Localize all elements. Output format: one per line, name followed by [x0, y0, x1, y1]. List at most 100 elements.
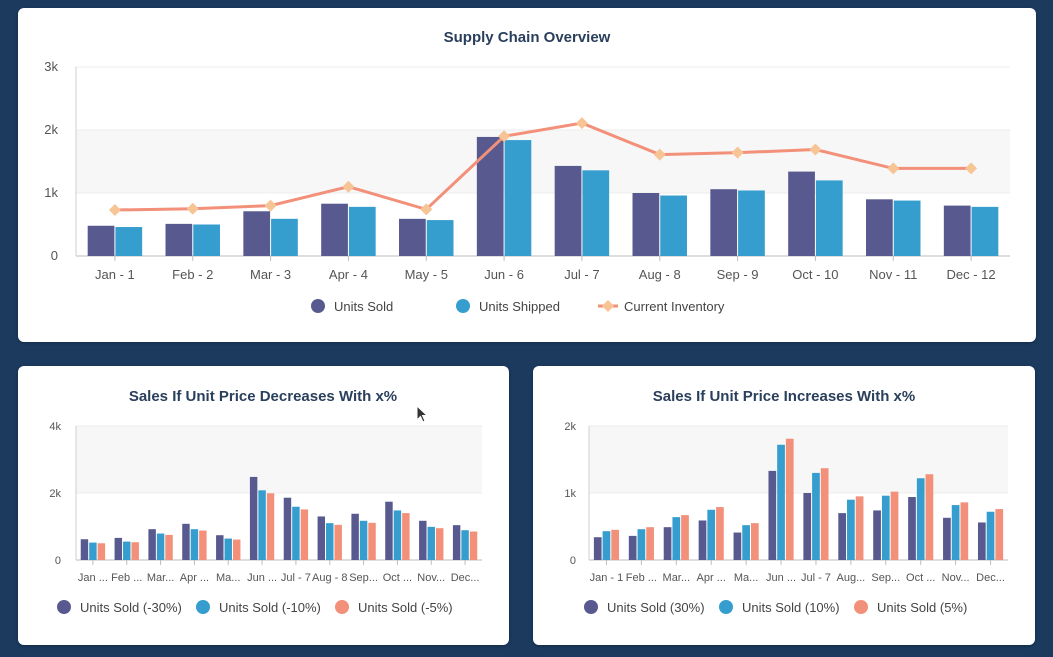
line-point: [653, 148, 666, 161]
bar-units-sold-30-: [148, 529, 156, 560]
bar-units-sold-10-: [156, 533, 165, 560]
bar-units-sold-10-: [881, 495, 890, 560]
y-tick-label: 1k: [44, 185, 58, 200]
sales-decrease-chart: Sales If Unit Price Decreases With x% 0 2k…: [49, 388, 482, 615]
bar-units-sold-30-: [977, 522, 986, 560]
line-point: [342, 180, 355, 193]
plot-band: [589, 426, 1008, 493]
bar-units-shipped: [660, 195, 687, 256]
x-tick-label: Apr ...: [180, 572, 209, 584]
bar-units-sold-30-: [249, 476, 258, 560]
x-tick-label: Sep...: [349, 572, 378, 584]
x-tick-label: Oct - 10: [792, 267, 838, 282]
bar-units-sold-10-: [89, 542, 97, 560]
x-tick-label: May - 5: [405, 267, 448, 282]
line-point: [420, 203, 433, 216]
legend-diamond-icon: [602, 300, 614, 312]
bar-units-shipped: [115, 227, 143, 256]
line-point: [186, 202, 199, 215]
line-point: [809, 143, 822, 156]
bar-units-sold-5-: [855, 496, 864, 560]
x-tick-label: Apr - 4: [329, 267, 368, 282]
legend-circle-icon: [57, 600, 71, 614]
legend-circle-icon: [311, 299, 325, 313]
bar-units-shipped: [271, 218, 298, 256]
legend-circle-icon: [196, 600, 210, 614]
x-tick-label: Aug - 8: [639, 267, 681, 282]
bar-units-sold-30-: [733, 532, 742, 560]
bar-units-shipped: [582, 170, 610, 256]
legend-circle-icon: [456, 299, 470, 313]
bar-units-sold-5-: [785, 438, 794, 560]
bar-units-sold-5-: [435, 528, 444, 560]
bar-units-shipped: [893, 200, 921, 256]
bar-units-sold-10-: [190, 529, 199, 560]
line-point: [264, 199, 277, 212]
x-tick-label: Jan - 1: [95, 267, 135, 282]
bar-units-sold: [399, 218, 426, 256]
bar-units-shipped: [426, 220, 454, 256]
x-tick-label: Nov...: [417, 572, 445, 584]
bar-units-sold-5-: [890, 491, 899, 560]
bar-units-sold-30-: [317, 516, 326, 560]
legend-circle-icon: [719, 600, 733, 614]
plot-band: [76, 67, 1010, 130]
supply-chain-overview-chart: Supply Chain Overview 0 1k 2k 3k Jan - 1 Feb -…: [44, 29, 1010, 314]
x-tick-label: Dec...: [976, 572, 1005, 584]
legend-label: Units Sold (-30%): [80, 600, 182, 615]
x-tick-label: Feb ...: [111, 572, 142, 584]
bar-units-shipped: [193, 224, 220, 256]
legend-circle-icon: [335, 600, 349, 614]
bar-units-sold: [943, 205, 971, 256]
bar-units-sold-5-: [402, 513, 410, 560]
bar-units-sold-10-: [393, 510, 402, 560]
x-tick-label: Jun ...: [766, 572, 796, 584]
bar-units-sold-10-: [847, 499, 855, 560]
bar-units-sold-30-: [628, 535, 637, 560]
bar-units-sold-5-: [646, 527, 654, 560]
x-tick-label: Ma...: [734, 572, 758, 584]
chart-title: Supply Chain Overview: [444, 29, 611, 46]
bar-units-sold-30-: [385, 501, 393, 560]
bar-units-sold: [476, 136, 504, 256]
x-tick-label: Oct ...: [906, 572, 935, 584]
legend-label: Units Shipped: [479, 299, 560, 314]
bar-units-sold: [243, 211, 271, 256]
bar-units-sold-5-: [925, 474, 934, 560]
legend-label: Units Sold: [334, 299, 393, 314]
bar-units-sold-30-: [593, 537, 602, 560]
x-tick-label: Dec - 12: [947, 267, 996, 282]
bar-units-sold-10-: [224, 538, 232, 560]
bar-units-sold-30-: [873, 510, 881, 560]
bar-units-sold-5-: [300, 509, 309, 560]
bar-units-sold: [321, 203, 348, 256]
bar-units-sold-30-: [803, 493, 812, 560]
supply-chain-overview-card: Supply Chain Overview 0 1k 2k 3k Jan - 1 Feb -…: [18, 8, 1036, 342]
x-tick-label: Ma...: [216, 572, 240, 584]
line-point: [575, 117, 588, 130]
bar-units-sold-30-: [419, 520, 427, 560]
x-tick-label: Feb - 2: [172, 267, 213, 282]
x-tick-label: Nov...: [942, 572, 970, 584]
line-point: [887, 162, 900, 175]
x-tick-label: Jul - 7: [801, 572, 831, 584]
bar-units-sold-30-: [182, 523, 190, 560]
bar-units-sold-10-: [292, 506, 300, 560]
x-tick-label: Jul - 7: [281, 572, 311, 584]
bar-units-sold-5-: [995, 509, 1004, 560]
x-tick-label: Mar - 3: [250, 267, 291, 282]
line-point: [731, 146, 744, 159]
bar-units-sold-10-: [777, 444, 785, 560]
bar-units-sold-5-: [611, 529, 620, 560]
bar-units-sold-5-: [334, 524, 342, 560]
bar-units-sold-5-: [266, 493, 275, 560]
bar-units-sold-10-: [326, 523, 334, 560]
legend-circle-icon: [854, 600, 868, 614]
bar-units-sold-10-: [951, 505, 960, 560]
bar-units-sold-10-: [427, 526, 435, 560]
x-tick-label: Jul - 7: [564, 267, 599, 282]
bar-units-sold-30-: [908, 497, 916, 560]
bar-units-sold-10-: [707, 509, 716, 560]
bar-units-sold-10-: [742, 525, 750, 560]
legend-label: Current Inventory: [624, 299, 725, 314]
